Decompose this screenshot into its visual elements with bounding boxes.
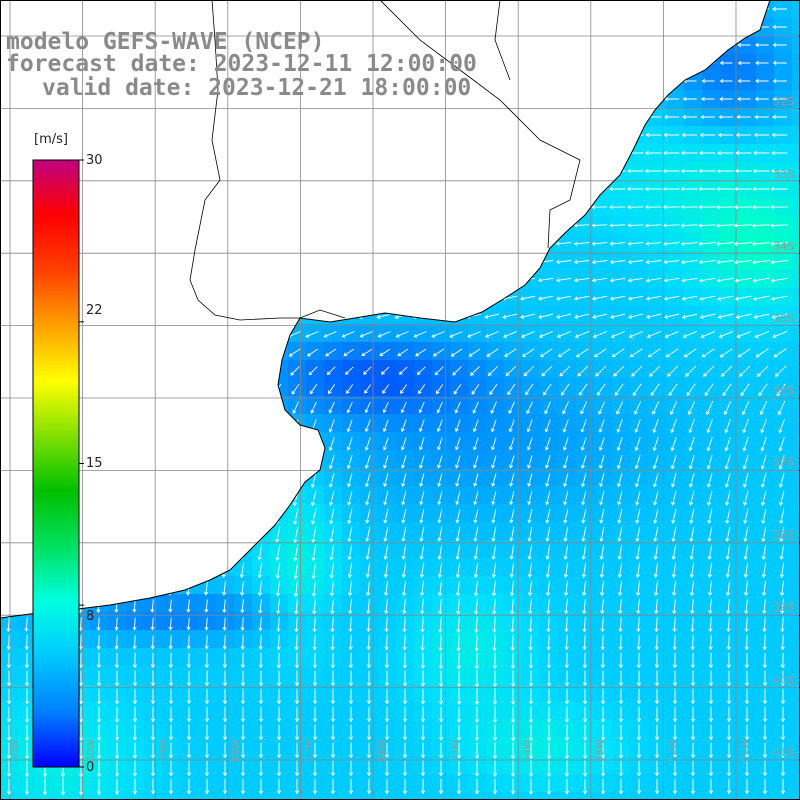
colorbar-tick-0: 0: [86, 760, 95, 775]
lon-label-55w: 55W: [450, 739, 461, 762]
lat-label-35s: 35S: [773, 312, 794, 325]
lon-label-57w: 57W: [304, 739, 315, 762]
lon-label-51w: 51W: [740, 739, 751, 762]
lon-label-60w: 60W: [86, 739, 97, 762]
title-forecast-date: forecast date: 2023-12-11 12:00:00: [6, 51, 477, 77]
lat-label-33s: 33S: [773, 168, 794, 181]
lat-label-36s: 36S: [773, 384, 794, 397]
lon-label-53w: 53W: [595, 739, 606, 762]
land-border-2: [494, 0, 511, 81]
lat-label-34s: 34S: [773, 240, 794, 253]
land-border-0: [189, 0, 300, 321]
lon-label-56w: 56W: [377, 739, 388, 762]
lon-label-54w: 54W: [522, 739, 533, 762]
title-valid-date: valid date: 2023-12-21 18:00:00: [42, 75, 472, 101]
coastline: [0, 0, 771, 619]
lat-label-38s: 38S: [773, 529, 794, 542]
lat-label-40s: 40S: [773, 674, 794, 687]
land-border-3: [299, 309, 346, 319]
colorbar-tick-8: 8: [86, 609, 95, 624]
lon-label-58w: 58W: [231, 739, 242, 762]
lat-label-41s: 41S: [773, 746, 794, 759]
land-border-1: [379, 0, 581, 249]
colorbar-tick-22: 22: [86, 303, 103, 318]
title-model: modelo GEFS-WAVE (NCEP): [6, 29, 325, 55]
colorbar-tick-15: 15: [86, 456, 103, 471]
colorbar-tick-30: 30: [86, 153, 103, 168]
colorbar-unit: [m/s]: [34, 132, 68, 147]
lon-label-52w: 52W: [668, 739, 679, 762]
colorbar-gradient: [32, 159, 80, 768]
colorbar: [32, 159, 84, 768]
lat-label-39s: 39S: [773, 601, 794, 614]
lon-label-50w: 50W: [10, 739, 21, 762]
lat-label-37s: 37S: [773, 456, 794, 469]
lon-label-59w: 59W: [158, 739, 169, 762]
lat-label-32s: 32S: [773, 95, 794, 108]
